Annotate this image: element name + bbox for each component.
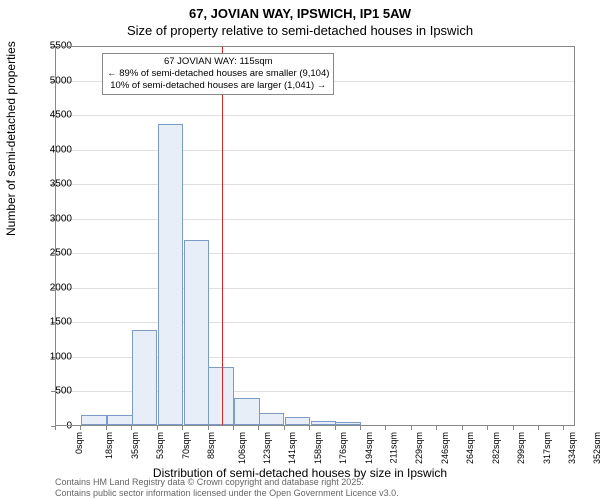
histogram-bar	[234, 398, 259, 425]
xtick-label: 18sqm	[104, 432, 114, 459]
xtick-label: 176sqm	[338, 432, 348, 464]
chart-title-line2: Size of property relative to semi-detach…	[0, 21, 600, 38]
xtick-label: 70sqm	[181, 432, 191, 459]
xtick-label: 229sqm	[415, 432, 425, 464]
histogram-bar	[259, 413, 284, 425]
xtick-label: 246sqm	[440, 432, 450, 464]
histogram-bar	[208, 367, 233, 425]
xtick-label: 334sqm	[567, 432, 577, 464]
xtick-label: 352sqm	[592, 432, 600, 464]
annotation-box: 67 JOVIAN WAY: 115sqm ← 89% of semi-deta…	[102, 53, 334, 95]
xtick-label: 211sqm	[388, 432, 398, 463]
annotation-line3: 10% of semi-detached houses are larger (…	[107, 80, 329, 92]
xtick-label: 106sqm	[237, 432, 247, 464]
xtick-label: 282sqm	[491, 432, 501, 464]
histogram-bar	[184, 240, 209, 425]
xtick-label: 158sqm	[313, 432, 323, 464]
xtick-label: 264sqm	[465, 432, 475, 464]
xtick-label: 123sqm	[262, 432, 272, 464]
annotation-line2: ← 89% of semi-detached houses are smalle…	[107, 68, 329, 80]
footer-line2: Contains public sector information licen…	[55, 488, 399, 498]
histogram-bar	[132, 330, 157, 425]
xtick-label: 194sqm	[364, 432, 374, 464]
xtick-label: 53sqm	[155, 432, 165, 459]
xtick-label: 141sqm	[287, 432, 297, 464]
histogram-bar	[107, 415, 132, 425]
xtick-label: 35sqm	[130, 432, 140, 459]
histogram-bar	[335, 422, 360, 425]
annotation-line1: 67 JOVIAN WAY: 115sqm	[107, 56, 329, 68]
histogram-bar	[158, 124, 183, 425]
reference-line	[222, 47, 223, 425]
xtick-label: 0sqm	[74, 432, 84, 454]
xtick-label: 317sqm	[542, 432, 552, 464]
chart-title-line1: 67, JOVIAN WAY, IPSWICH, IP1 5AW	[0, 0, 600, 21]
y-axis-label: Number of semi-detached properties	[4, 41, 18, 236]
footer-attribution: Contains HM Land Registry data © Crown c…	[55, 477, 399, 498]
histogram-bar	[81, 415, 106, 425]
xtick-label: 88sqm	[206, 432, 216, 459]
footer-line1: Contains HM Land Registry data © Crown c…	[55, 477, 399, 487]
histogram-bar	[285, 417, 310, 425]
xtick-label: 299sqm	[516, 432, 526, 464]
histogram-bar	[311, 421, 336, 425]
plot-area: 67 JOVIAN WAY: 115sqm ← 89% of semi-deta…	[55, 46, 575, 426]
